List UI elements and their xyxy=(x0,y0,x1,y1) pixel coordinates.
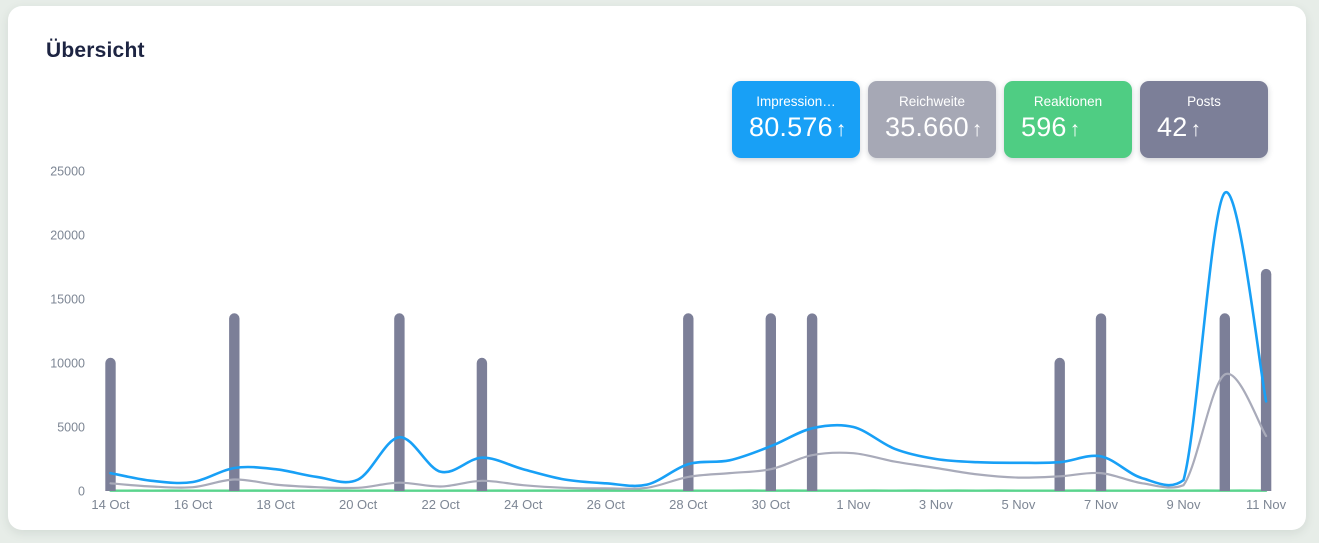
x-axis-label: 1 Nov xyxy=(836,497,870,512)
y-axis-label: 10000 xyxy=(50,357,85,371)
post-bar xyxy=(229,313,240,491)
stat-card-impressions[interactable]: Impression… 80.576 ↑ xyxy=(732,81,860,158)
stat-card-value: 35.660 ↑ xyxy=(868,112,996,143)
stat-card-label: Reichweite xyxy=(898,94,966,109)
stat-value-text: 80.576 xyxy=(749,112,833,142)
stat-value-text: 596 xyxy=(1021,112,1067,142)
overview-panel: Übersicht Impression… 80.576 ↑ Reichweit… xyxy=(8,6,1306,530)
x-axis-label: 11 Nov xyxy=(1246,497,1287,512)
stat-card-label: Reaktionen xyxy=(1033,94,1103,109)
post-bar xyxy=(1054,357,1065,491)
post-bar xyxy=(1260,268,1272,491)
y-axis-label: 0 xyxy=(78,485,85,499)
post-bar xyxy=(683,313,694,491)
overview-chart: 0 5000 10000 15000 20000 25000 14 Oct 16 Oct 18 … xyxy=(50,165,1287,513)
stat-value-text: 35.660 xyxy=(885,112,969,142)
impressions-line xyxy=(109,191,1268,488)
trend-up-icon: ↑ xyxy=(835,118,847,141)
x-axis-label: 18 Oct xyxy=(256,497,295,512)
stat-card-label: Posts xyxy=(1187,94,1221,109)
x-axis-label: 30 Oct xyxy=(752,497,791,512)
post-bar xyxy=(476,357,488,491)
stat-cards-row: Impression… 80.576 ↑ Reichweite 35.660 ↑… xyxy=(732,81,1268,158)
stat-value-text: 42 xyxy=(1157,112,1188,142)
post-bar xyxy=(1219,313,1230,491)
trend-up-icon: ↑ xyxy=(1190,118,1202,141)
stat-card-reactions[interactable]: Reaktionen 596 ↑ xyxy=(1004,81,1132,158)
page-title: Übersicht xyxy=(46,39,145,62)
x-axis-label: 9 Nov xyxy=(1167,497,1201,512)
reach-line xyxy=(109,372,1268,490)
stat-card-reach[interactable]: Reichweite 35.660 ↑ xyxy=(868,81,996,158)
stat-card-label: Impression… xyxy=(756,94,836,109)
stat-card-value: 80.576 ↑ xyxy=(732,112,860,143)
x-axis-label: 14 Oct xyxy=(91,497,130,512)
y-axis-label: 5000 xyxy=(57,421,85,435)
post-bar xyxy=(394,313,405,491)
post-bar xyxy=(765,313,776,491)
x-axis-label: 5 Nov xyxy=(1001,497,1035,512)
y-axis-label: 15000 xyxy=(50,293,85,307)
post-bar xyxy=(806,313,818,491)
x-axis-label: 7 Nov xyxy=(1084,497,1118,512)
x-axis-label: 28 Oct xyxy=(669,497,708,512)
x-axis-label: 26 Oct xyxy=(587,497,626,512)
trend-up-icon: ↑ xyxy=(971,118,983,141)
stat-card-value: 596 ↑ xyxy=(1004,112,1132,143)
x-axis-label: 16 Oct xyxy=(174,497,213,512)
stat-card-posts[interactable]: Posts 42 ↑ xyxy=(1140,81,1268,158)
stat-card-value: 42 ↑ xyxy=(1140,112,1268,143)
trend-up-icon: ↑ xyxy=(1069,118,1081,141)
post-bar xyxy=(1095,313,1107,491)
x-axis-label: 22 Oct xyxy=(422,497,461,512)
post-bar xyxy=(105,357,116,491)
y-axis-label: 20000 xyxy=(50,229,85,243)
x-axis-label: 20 Oct xyxy=(339,497,378,512)
x-axis-label: 3 Nov xyxy=(919,497,953,512)
y-axis-label: 25000 xyxy=(50,165,85,179)
x-axis-label: 24 Oct xyxy=(504,497,543,512)
